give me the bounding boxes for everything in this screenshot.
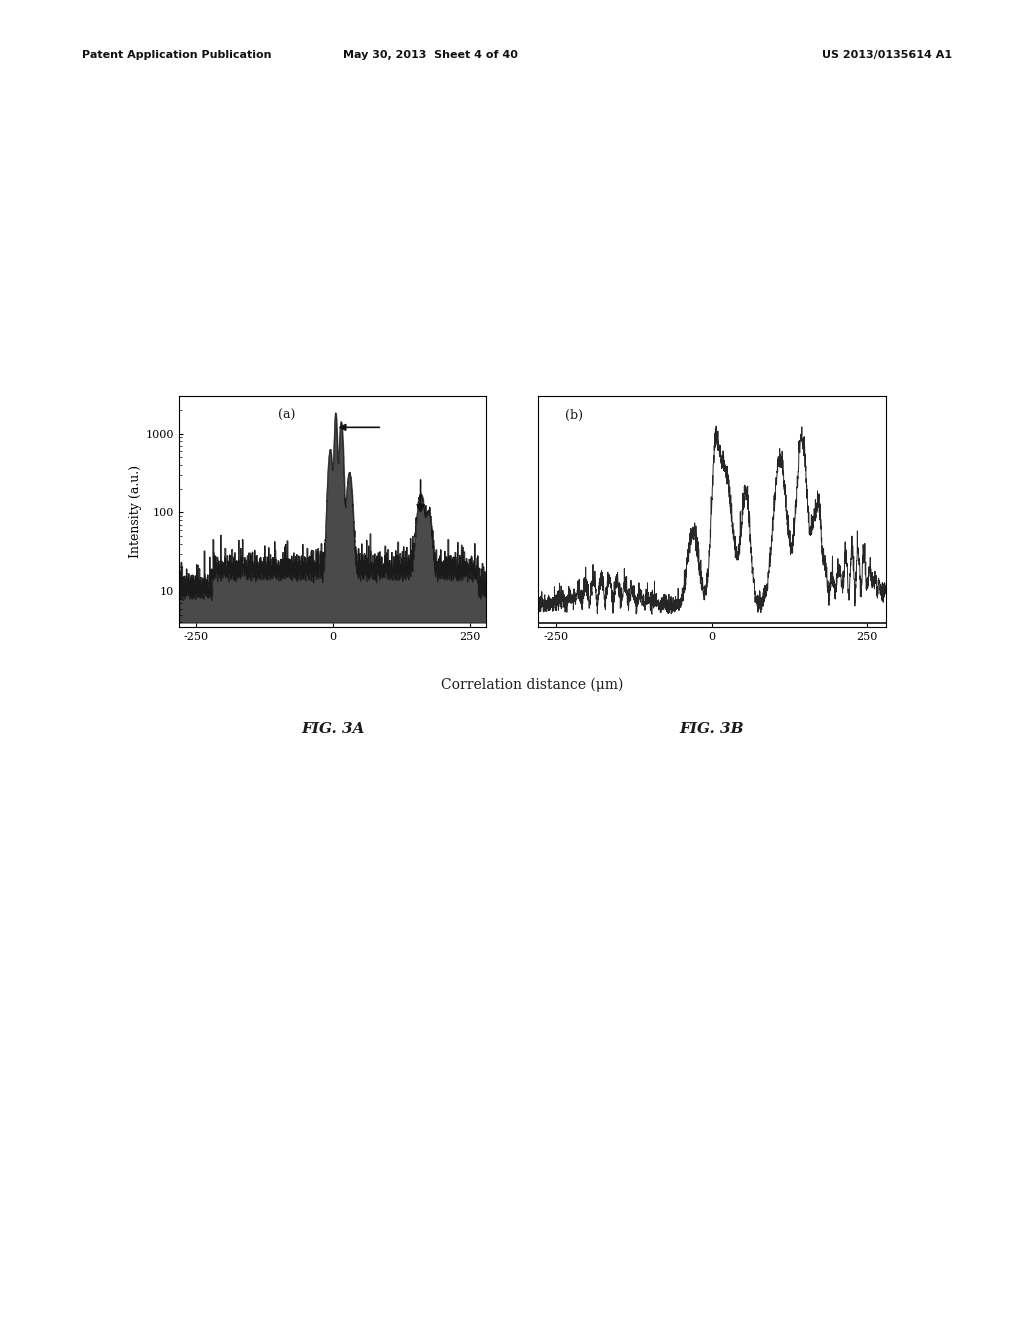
Text: Correlation distance (μm): Correlation distance (μm) [441,677,624,692]
Text: May 30, 2013  Sheet 4 of 40: May 30, 2013 Sheet 4 of 40 [343,50,517,61]
Text: US 2013/0135614 A1: US 2013/0135614 A1 [822,50,952,61]
Y-axis label: Intensity (a.u.): Intensity (a.u.) [129,465,141,558]
Text: FIG. 3A: FIG. 3A [301,722,365,737]
Text: (a): (a) [278,409,295,422]
Text: (b): (b) [565,409,584,422]
Text: Patent Application Publication: Patent Application Publication [82,50,271,61]
Text: FIG. 3B: FIG. 3B [680,722,743,737]
